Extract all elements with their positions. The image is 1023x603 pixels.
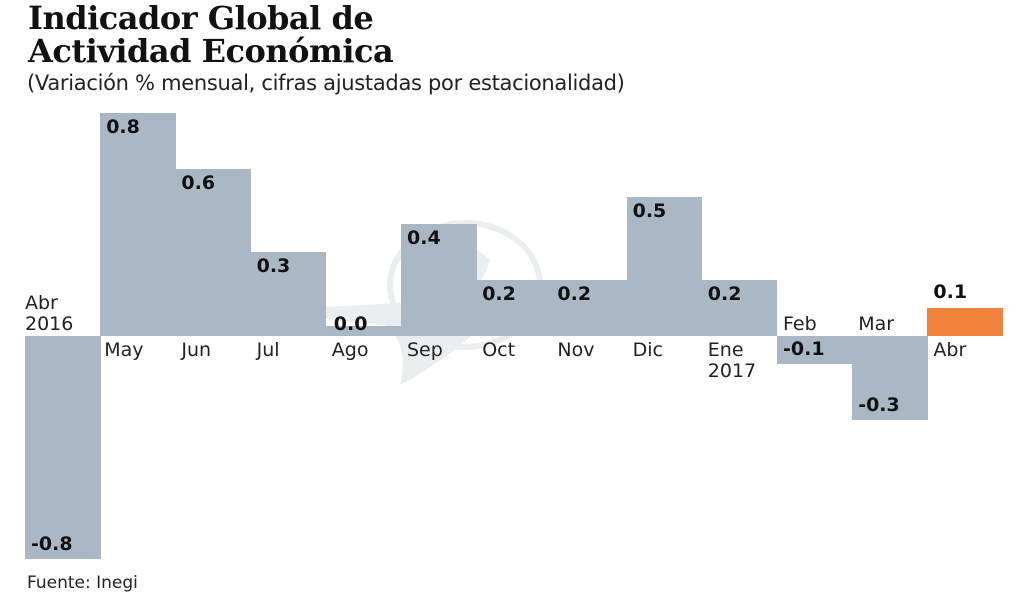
category-label: Ago [332, 340, 369, 361]
category-label: Dic [633, 340, 663, 361]
category-label-line-1: Dic [632, 339, 663, 361]
category-label-line-1: Abr [25, 292, 58, 314]
value-label: 0.2 [557, 283, 592, 306]
category-label-line-2: 2016 [25, 313, 74, 335]
bar-11 [852, 336, 928, 420]
chart-subtitle: (Variación % mensual, cifras ajustadas p… [27, 71, 625, 95]
category-label: Jun [181, 340, 211, 361]
category-label-line-1: Sep [407, 339, 443, 361]
bar-7 [551, 280, 628, 336]
category-label: Ene 2017 [708, 340, 756, 382]
bar-9 [701, 280, 778, 336]
value-label: 0.3 [256, 255, 291, 278]
category-label: Abr [933, 340, 966, 361]
value-label: 0.0 [333, 313, 368, 335]
category-label-line-1: Nov [557, 339, 595, 361]
category-label-line-2: 2017 [707, 360, 757, 382]
value-label: -0.1 [783, 337, 825, 360]
bar-3 [250, 252, 327, 336]
source-note: Fuente: Inegi [27, 573, 138, 593]
category-label-line-1: Feb [783, 313, 817, 335]
bar-12 [927, 308, 1004, 336]
bar-4 [325, 326, 402, 336]
category-label: Feb [783, 314, 817, 335]
category-label: May [104, 340, 143, 361]
value-label: 0.1 [933, 281, 968, 304]
bar-8 [626, 196, 703, 336]
category-label: Nov [557, 340, 594, 361]
bar-2 [175, 168, 252, 336]
value-label: 0.5 [632, 199, 667, 222]
title-line-1: Indicador Global de [28, 0, 374, 37]
category-label-line-1: Ago [331, 339, 369, 361]
bar-0 [25, 336, 101, 560]
category-label-line-1: Jul [256, 339, 280, 361]
category-label-line-1: Ene [707, 339, 744, 361]
chart-title: Indicador Global de Actividad Económica [28, 0, 394, 70]
title-line-2: Actividad Económica [28, 32, 394, 70]
value-label: 0.2 [482, 283, 516, 306]
bar-1 [100, 112, 176, 336]
category-label-line-1: May [104, 339, 144, 361]
bar-5 [401, 224, 477, 336]
category-label: Oct [482, 340, 515, 361]
value-label: 0.6 [181, 171, 216, 194]
category-label: Sep [407, 340, 443, 361]
category-label-line-1: Jun [181, 339, 212, 361]
value-label: -0.8 [31, 533, 73, 556]
category-label-line-1: Mar [858, 313, 895, 335]
category-label-line-1: Oct [482, 339, 516, 361]
category-label-line-1: Abr [933, 339, 967, 361]
category-label: Mar [858, 314, 894, 335]
category-label: Jul [257, 340, 280, 361]
value-label: 0.4 [407, 227, 441, 250]
category-label: Abr 2016 [25, 293, 73, 335]
value-label: 0.2 [707, 283, 742, 306]
bar-6 [476, 280, 552, 336]
value-label: -0.3 [858, 393, 900, 416]
bar-10 [777, 336, 853, 364]
value-label: 0.8 [106, 115, 140, 138]
